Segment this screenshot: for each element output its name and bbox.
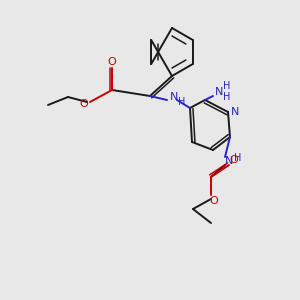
Text: O: O [108, 57, 116, 67]
Text: N: N [225, 156, 233, 166]
Text: O: O [80, 99, 88, 109]
Text: N: N [215, 87, 223, 97]
Text: N: N [170, 92, 178, 102]
Text: O: O [210, 196, 218, 206]
Text: O: O [230, 155, 238, 165]
Text: H: H [178, 97, 186, 107]
Text: N: N [231, 107, 239, 117]
Text: H: H [223, 92, 231, 102]
Text: H: H [223, 81, 231, 91]
Text: H: H [234, 153, 242, 163]
